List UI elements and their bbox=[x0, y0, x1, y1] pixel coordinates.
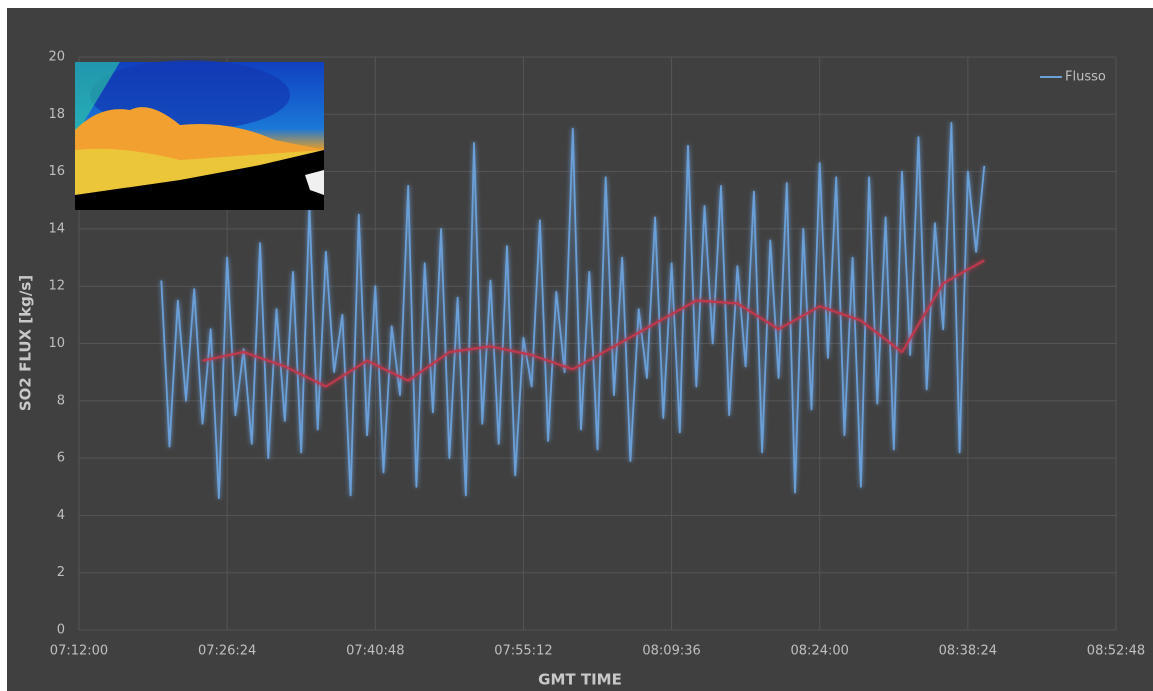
y-tick-label: 16 bbox=[48, 164, 65, 179]
x-tick-label: 07:12:00 bbox=[50, 644, 108, 659]
y-tick-label: 6 bbox=[57, 451, 65, 466]
y-tick-label: 8 bbox=[57, 393, 65, 408]
inset-image bbox=[75, 60, 324, 210]
y-tick-label: 18 bbox=[48, 107, 65, 122]
y-axis-title: SO2 FLUX [kg/s] bbox=[17, 275, 35, 411]
y-tick-label: 2 bbox=[57, 565, 65, 580]
chart: 0 2 4 6 8 10 12 14 16 18 20 07:12:00 07:26:24 07:40:4… bbox=[0, 0, 1153, 691]
x-tick-label: 08:38:24 bbox=[939, 644, 997, 659]
y-tick-label: 14 bbox=[48, 221, 65, 236]
y-tick-label: 10 bbox=[48, 336, 65, 351]
y-tick-label: 4 bbox=[57, 508, 65, 523]
x-axis-title: GMT TIME bbox=[538, 671, 622, 689]
x-tick-label: 07:40:48 bbox=[346, 644, 404, 659]
legend-label: Flusso bbox=[1065, 70, 1106, 85]
y-tick-label: 20 bbox=[48, 50, 65, 65]
y-tick-label: 0 bbox=[57, 623, 65, 638]
x-tick-label: 08:52:48 bbox=[1087, 644, 1145, 659]
x-tick-label: 08:24:00 bbox=[791, 644, 849, 659]
x-tick-label: 07:55:12 bbox=[494, 644, 552, 659]
y-tick-label: 12 bbox=[48, 279, 65, 294]
x-tick-label: 07:26:24 bbox=[198, 644, 256, 659]
x-tick-label: 08:09:36 bbox=[642, 644, 700, 659]
